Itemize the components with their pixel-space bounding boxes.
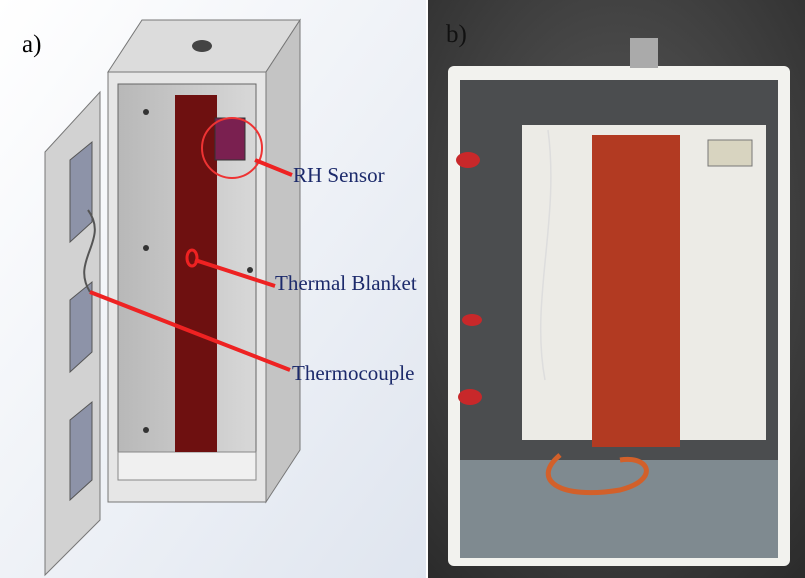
latch [462,314,482,326]
fitting [630,38,658,68]
panel-label: b) [446,21,467,48]
cavity-floor [118,452,256,480]
annotation: Thermal Blanket [275,271,417,295]
figure: a) RH Sensor Thermal Blanket Thermocoupl… [0,0,805,578]
annotation: Thermocouple [292,361,414,385]
rh-sensor [215,118,245,160]
screw [247,267,253,273]
heater-blanket [592,135,680,447]
box-side [266,20,300,502]
screw [143,109,149,115]
latch [456,152,480,168]
thermal-blanket [175,95,217,452]
page: a) RH Sensor Thermal Blanket Thermocoupl… [0,0,805,578]
screw [143,245,149,251]
rh-sensor-board [708,140,752,166]
latch [458,389,482,405]
panel-a: a) RH Sensor Thermal Blanket Thermocoupl… [0,0,426,578]
enclosure-floor [460,460,778,558]
annotation: RH Sensor [293,163,385,187]
panel-label: a) [22,31,41,58]
panel-b: b) [428,0,805,578]
top-hole [192,40,212,52]
screw [143,427,149,433]
